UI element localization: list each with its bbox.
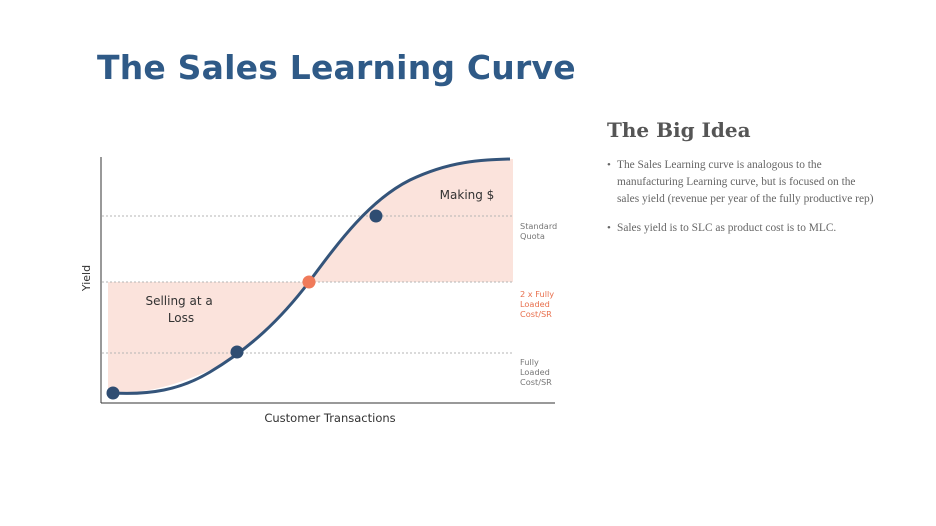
page-title: The Sales Learning Curve [97,48,576,87]
curve-start-marker [106,386,120,400]
making-money-region [309,159,513,282]
y-axis-label: Yield [80,265,93,292]
standard-quota-label: Standard Quota [520,221,560,241]
bullet-dot-icon: • [607,222,611,234]
fully-loaded-cost-marker [230,345,244,359]
bullet-dot-icon: • [607,159,611,171]
selling-at-loss-region [108,282,309,394]
fully-loaded-cost-label: Fully Loaded Cost/SR [520,357,553,387]
big-idea-heading: The Big Idea [607,118,751,142]
loss-region-label: Selling at a Loss [145,294,216,325]
bullet-item: • Sales yield is to SLC as product cost … [607,220,877,237]
bullet-text: The Sales Learning curve is analogous to… [617,159,874,205]
standard-quota-marker [369,209,383,223]
x-axis-label: Customer Transactions [264,411,395,425]
breakeven-marker [302,275,316,289]
big-idea-bullets: • The Sales Learning curve is analogous … [607,157,877,249]
bullet-text: Sales yield is to SLC as product cost is… [617,222,837,234]
profit-region-label: Making $ [440,188,495,202]
bullet-item: • The Sales Learning curve is analogous … [607,157,877,208]
two-x-cost-label: 2 x Fully Loaded Cost/SR [520,289,557,319]
